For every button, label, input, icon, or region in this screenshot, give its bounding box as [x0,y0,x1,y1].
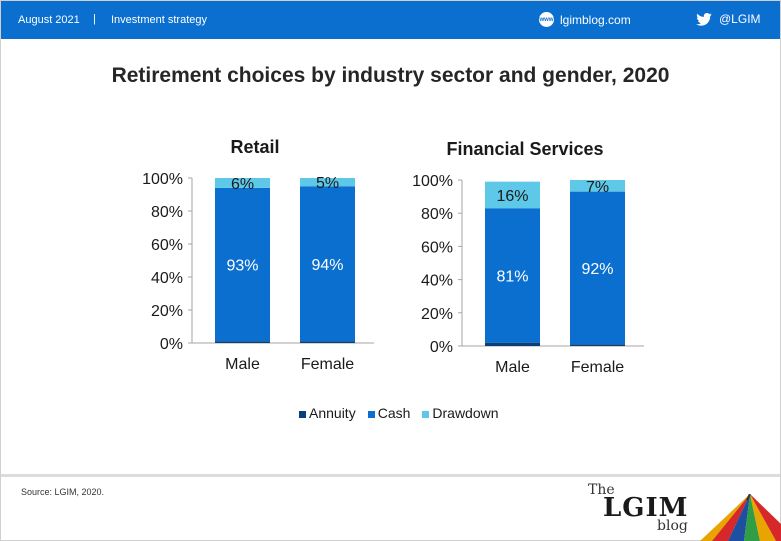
y-tick-label: 100% [142,171,183,188]
legend-label: Cash [377,405,411,421]
header-twitter-label: @LGIM [719,12,761,26]
bar-segment-cash [485,208,540,343]
umbrella-icon [700,494,781,541]
x-category-label: Female [301,356,354,373]
data-label: 94% [311,257,343,274]
header-date: August 2021 [18,14,80,26]
x-category-label: Male [495,359,530,376]
logo-the-text: The [588,482,615,498]
header-site-link[interactable]: www lgimblog.com [539,12,631,27]
bar-segment-annuity [485,342,540,346]
header-twitter-link[interactable]: @LGIM [696,12,761,26]
chart-legend: Annuity Cash Drawdown [299,405,499,421]
legend-label: Drawdown [432,405,499,421]
x-category-label: Male [225,356,260,373]
legend-item-drawdown: Drawdown [422,405,499,421]
top-banner: August 2021 | Investment strategy www lg… [1,1,780,39]
legend-swatch [299,411,306,418]
header-separator: | [93,13,96,25]
y-tick-label: 40% [151,270,183,287]
bar-segment-annuity [300,341,355,343]
y-tick-label: 0% [160,336,183,353]
chart-0: Retail0%20%40%60%80%100%1%93%6%Male1%94%… [142,137,374,373]
bar-segment-cash [215,187,270,342]
y-tick-label: 60% [421,239,453,256]
chart-title: Retail [230,137,279,157]
chart-title: Financial Services [446,139,603,159]
data-label: 6% [231,176,254,193]
bar-segment-drawdown [485,181,540,209]
legend-item-cash: Cash [367,405,411,421]
y-tick-label: 80% [151,204,183,221]
data-label: 92% [581,261,613,278]
bar-segment-drawdown [215,178,270,188]
legend-swatch [367,411,375,418]
y-tick-label: 20% [151,303,183,320]
y-tick-label: 60% [151,237,183,254]
charts-area: Retail0%20%40%60%80%100%1%93%6%Male1%94%… [142,137,644,376]
globe-icon: www [539,12,554,27]
data-label: 5% [316,175,339,192]
legend-item-annuity: Annuity [299,405,356,421]
bar-segment-drawdown [570,180,625,192]
source-note: Source: LGIM, 2020. [21,487,105,497]
y-tick-label: 80% [421,206,453,223]
header-site-label: lgimblog.com [560,12,631,27]
page-title: Retirement choices by industry sector an… [111,64,670,87]
bar-segment-cash [300,186,355,342]
bar-segment-annuity [215,341,270,343]
legend-label: Annuity [309,405,356,421]
bar-segment-cash [570,191,625,345]
y-tick-label: 100% [412,173,453,190]
data-label: 93% [226,258,258,275]
chart-1: Financial Services0%20%40%60%80%100%2%81… [412,139,644,376]
footer-divider [1,474,780,477]
data-label: 16% [496,188,528,205]
y-tick-label: 40% [421,273,453,290]
bar-segment-drawdown [300,178,355,187]
logo-blog-text: blog [657,518,688,534]
x-category-label: Female [571,359,624,376]
logo-lgim-text: LGIM [603,493,689,523]
header-category-link[interactable]: Investment strategy [111,14,207,26]
legend-swatch [422,411,430,418]
bar-segment-annuity [570,344,625,346]
y-tick-label: 20% [421,306,453,323]
twitter-bird-icon [696,12,712,26]
data-label: 81% [496,268,528,285]
y-tick-label: 0% [430,339,453,356]
data-label: 7% [586,179,609,196]
